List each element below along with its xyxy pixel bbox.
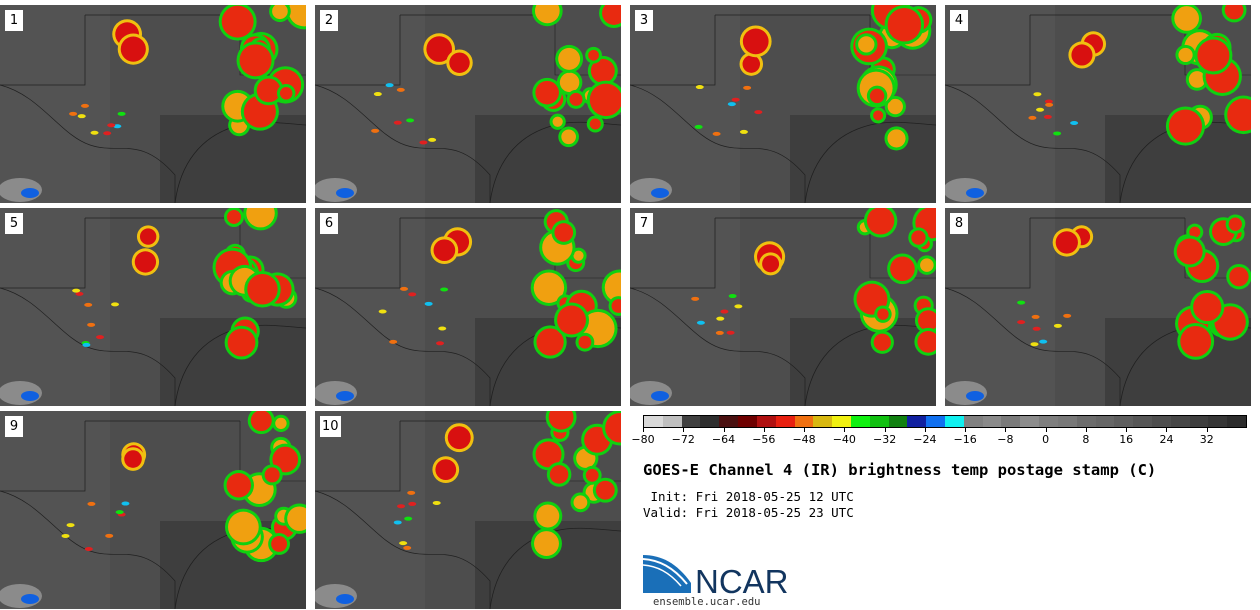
forecast-panel: 2	[315, 5, 621, 203]
colorbar-segment	[1020, 416, 1040, 427]
colorbar-tick-label: −32	[872, 433, 897, 446]
colorbar-tick-label: −8	[997, 433, 1014, 446]
colorbar-tick-label: −64	[711, 433, 736, 446]
colorbar-tick-label: 16	[1119, 433, 1134, 446]
colorbar-segment	[1151, 416, 1171, 427]
colorbar-tick	[1166, 428, 1168, 432]
colorbar-tick	[965, 428, 967, 432]
colorbar-segment	[662, 416, 682, 427]
forecast-panel: 4	[945, 5, 1251, 203]
colorbar-segment	[1114, 416, 1134, 427]
ncar-logo: NCAR	[642, 551, 793, 600]
colorbar-segment	[700, 416, 720, 427]
colorbar-tick	[763, 428, 765, 432]
colorbar-tick	[844, 428, 846, 432]
colorbar-tick-label: 0	[1042, 433, 1050, 446]
colorbar-segment	[1133, 416, 1152, 427]
colorbar-tick	[1045, 428, 1047, 432]
colorbar-segment	[1095, 416, 1115, 427]
forecast-panel: 10	[315, 411, 621, 609]
colorbar-tick	[1005, 428, 1007, 432]
colorbar-tick	[1085, 428, 1087, 432]
forecast-panel: 1	[0, 5, 306, 203]
colorbar-ticks: −80 −72 −64 −56 −48 −40 −32 −24 −16 −8 0 8 16 24 32	[631, 428, 1247, 452]
colorbar-tick	[804, 428, 806, 432]
colorbar-tick-label: −72	[671, 433, 695, 446]
colorbar-segment	[719, 416, 739, 427]
colorbar-tick	[924, 428, 926, 432]
colorbar-segment	[1227, 416, 1246, 427]
colorbar-segment	[926, 416, 945, 427]
figure-title: GOES-E Channel 4 (IR) brightness temp po…	[643, 461, 1157, 479]
forecast-panel: 8	[945, 208, 1251, 406]
colorbar-segment	[1170, 416, 1190, 427]
colorbar-segment	[1189, 416, 1209, 427]
colorbar-tick-label: −16	[953, 433, 977, 446]
colorbar-tick	[1126, 428, 1128, 432]
forecast-panel: 9	[0, 411, 306, 609]
colorbar-segment	[888, 416, 908, 427]
colorbar-tick-label: 32	[1199, 433, 1214, 446]
colorbar-segment	[775, 416, 795, 427]
forecast-panel: 5	[0, 208, 306, 406]
colorbar-segment	[813, 416, 833, 427]
panel-label: 1	[5, 10, 23, 31]
colorbar-tick-label: 8	[1082, 433, 1090, 446]
panel-label: 5	[5, 213, 23, 234]
panel-label: 7	[635, 213, 653, 234]
colorbar-segment	[907, 416, 927, 427]
colorbar-tick	[723, 428, 725, 432]
colorbar-segment	[756, 416, 776, 427]
panel-label: 4	[950, 10, 968, 31]
panel-label: 6	[320, 213, 338, 234]
init-time: Init: Fri 2018-05-25 12 UTC	[643, 489, 854, 504]
colorbar-segment	[644, 416, 663, 427]
colorbar-segment	[1039, 416, 1058, 427]
forecast-panel: 7	[630, 208, 936, 406]
colorbar-tick	[884, 428, 886, 432]
colorbar-segment	[1208, 416, 1228, 427]
colorbar-tick-label: −80	[631, 433, 655, 446]
forecast-panel: 6	[315, 208, 621, 406]
colorbar-tick-label: −56	[752, 433, 776, 446]
colorbar-segment	[945, 416, 964, 427]
colorbar-segment	[1001, 416, 1021, 427]
forecast-panel: 3	[630, 5, 936, 203]
colorbar-tick	[1206, 428, 1208, 432]
colorbar-tick-label: 24	[1159, 433, 1174, 446]
colorbar-segment	[1076, 416, 1096, 427]
colorbar-tick-label: −40	[832, 433, 856, 446]
colorbar-tick	[683, 428, 685, 432]
colorbar-segment	[982, 416, 1002, 427]
colorbar-tick	[643, 428, 644, 432]
colorbar	[643, 415, 1247, 428]
colorbar-segment	[869, 416, 889, 427]
colorbar-segment	[850, 416, 870, 427]
colorbar-segment	[1057, 416, 1077, 427]
colorbar-segment	[794, 416, 814, 427]
colorbar-segment	[738, 416, 757, 427]
colorbar-tick-label: −48	[792, 433, 816, 446]
colorbar-segment	[681, 416, 701, 427]
colorbar-tick-label: −24	[913, 433, 937, 446]
ncar-logo-text: NCAR	[695, 563, 789, 595]
logo-url: ensemble.ucar.edu	[653, 596, 761, 608]
panel-label: 3	[635, 10, 653, 31]
panel-label: 10	[320, 416, 341, 437]
panel-label: 9	[5, 416, 23, 437]
panel-label: 2	[320, 10, 338, 31]
panel-label: 8	[950, 213, 968, 234]
valid-time: Valid: Fri 2018-05-25 23 UTC	[643, 505, 854, 520]
colorbar-segment	[832, 416, 851, 427]
colorbar-segment	[963, 416, 983, 427]
